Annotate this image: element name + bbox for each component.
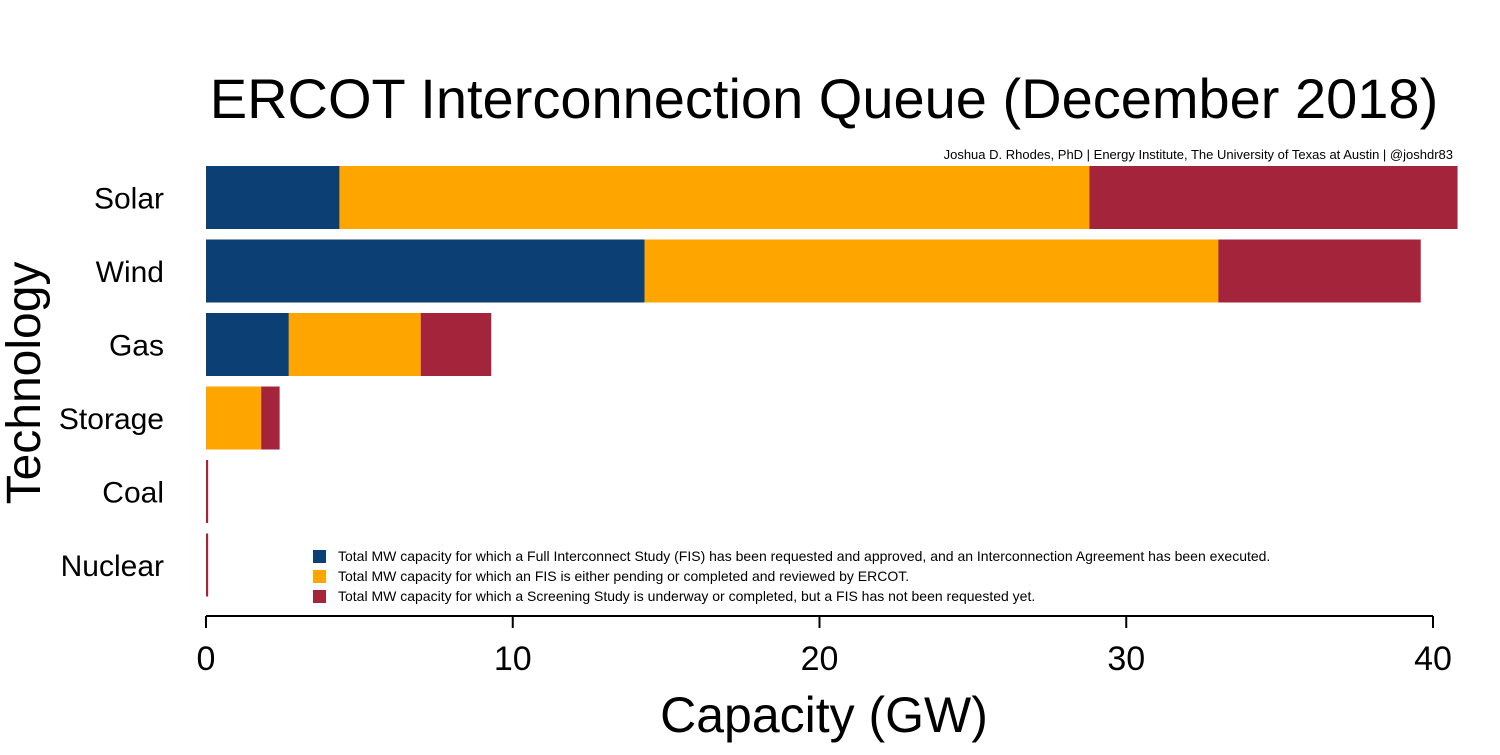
bar-gas-series-3 [420,313,492,376]
legend-swatch [313,550,326,563]
x-tick-label: 20 [801,640,839,678]
legend: Total MW capacity for which a Full Inter… [313,548,1270,604]
legend-swatch [313,570,326,583]
y-tick-label: Solar [94,183,164,216]
y-tick-label: Coal [102,477,164,510]
chart-subtitle: Joshua D. Rhodes, PhD | Energy Institute… [944,147,1453,162]
bar-gas-series-2 [288,313,421,376]
bar-solar-series-1 [206,166,340,229]
bar-solar-series-3 [1089,166,1458,229]
bar-wind-series-3 [1218,239,1421,303]
plot-area: Solar Wind Gas Storage Coal Nuclear 0 10 20 30 40 [59,166,1458,678]
y-axis-label: Technology [0,262,51,505]
bar-nuclear-series-3 [206,533,209,597]
bar-wind-series-1 [206,239,645,303]
bar-gas-series-1 [206,313,289,376]
y-tick-label: Nuclear [61,550,164,583]
bar-coal-series-3 [206,460,209,523]
bar-storage-series-3 [261,386,280,450]
chart-title: ERCOT Interconnection Queue (December 20… [210,67,1438,130]
y-tick-label: Wind [96,256,164,289]
x-tick-label: 10 [494,640,532,678]
legend-entry: Total MW capacity for which an FIS is ei… [338,568,909,584]
x-tick-label: 40 [1414,640,1452,678]
y-tick-label: Storage [59,403,164,436]
legend-entry: Total MW capacity for which a Full Inter… [338,548,1270,564]
x-axis-label: Capacity (GW) [660,687,988,743]
bar-storage-series-2 [206,386,262,450]
y-tick-label: Gas [109,330,164,363]
bar-solar-series-2 [339,166,1090,229]
x-tick-label: 30 [1107,640,1145,678]
bar-wind-series-2 [644,239,1219,303]
legend-entry: Total MW capacity for which a Screening … [338,588,1035,604]
x-tick-label: 0 [197,640,216,678]
legend-swatch [313,590,326,603]
